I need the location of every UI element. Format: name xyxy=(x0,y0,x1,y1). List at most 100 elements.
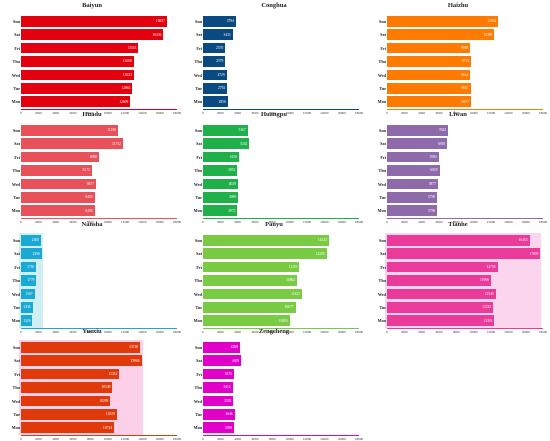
x-tick-label: 16000 xyxy=(155,329,164,334)
bar-tue xyxy=(203,409,235,420)
day-label: Sun xyxy=(195,238,202,243)
bar-fri xyxy=(21,151,99,163)
day-label: Tue xyxy=(13,412,20,417)
day-label: Mon xyxy=(377,318,386,324)
x-tick-label: 18000 xyxy=(538,110,548,115)
x-tick-label: 12000 xyxy=(120,329,130,334)
x-tick-label: 2000 xyxy=(216,436,224,441)
bar-wed xyxy=(21,69,134,81)
value-label: 10862 xyxy=(286,278,296,283)
bar-mon xyxy=(203,315,290,326)
day-label: Mon xyxy=(11,425,20,431)
panel-panyu: Panyu Sun 14523 Sat 14285 Fri 11119 Thu 10862 Wed… xyxy=(186,221,364,334)
bar-thu xyxy=(203,165,238,176)
bar-sat xyxy=(203,355,242,366)
value-label: 13543 xyxy=(127,46,137,50)
x-tick-label: 14000 xyxy=(504,110,513,115)
bar-tue xyxy=(21,302,33,313)
day-label: Wed xyxy=(193,291,202,297)
value-label: 3590 xyxy=(224,425,233,430)
bar-fri xyxy=(203,368,234,380)
day-label: Sat xyxy=(196,251,202,257)
bar-mon xyxy=(21,422,115,433)
panel-title: Yuexiu xyxy=(82,328,102,335)
value-label: 2792 xyxy=(218,86,226,91)
day-label: Thu xyxy=(378,278,386,284)
x-tick-label: 4000 xyxy=(234,436,242,441)
bar-sun xyxy=(203,16,236,27)
x-tick-label: 4000 xyxy=(234,110,242,115)
bar-sun xyxy=(387,16,499,27)
day-label: Sat xyxy=(14,358,20,364)
bar-sat xyxy=(387,248,541,259)
x-tick-label: 14000 xyxy=(504,219,513,224)
baseline xyxy=(21,108,177,110)
panel-title: Tianhe xyxy=(448,221,468,228)
x-tick-label: 12000 xyxy=(302,329,312,334)
value-label: 3646 xyxy=(225,412,233,417)
bar-sun xyxy=(21,16,167,27)
bar-thu xyxy=(21,275,37,286)
day-label: Tue xyxy=(379,305,386,310)
value-label: 16453 xyxy=(518,238,528,243)
x-tick-label: 12000 xyxy=(120,436,130,441)
x-tick-label: 14000 xyxy=(320,219,329,224)
day-label: Fri xyxy=(14,154,20,160)
day-label: Mon xyxy=(193,425,202,431)
value-label: 1326 xyxy=(23,318,31,323)
value-label: 4405 xyxy=(231,358,240,363)
x-tick-label: 0 xyxy=(20,329,22,334)
x-tick-label: 2000 xyxy=(400,219,408,224)
value-label: 14285 xyxy=(315,251,325,256)
bar-tue xyxy=(387,83,471,94)
day-label: Wed xyxy=(193,72,202,78)
day-label: Thu xyxy=(12,278,20,284)
bar-mon xyxy=(203,205,238,216)
x-tick-label: 4000 xyxy=(234,329,242,334)
bar-sun xyxy=(203,235,329,246)
day-label: Tue xyxy=(195,86,202,91)
x-tick-label: 6000 xyxy=(251,436,259,441)
value-label: 2856 xyxy=(218,99,226,104)
panel-title: Zengcheng xyxy=(258,328,290,335)
bar-sun xyxy=(21,342,141,353)
x-tick-label: 4000 xyxy=(418,110,426,115)
x-tick-label: 6000 xyxy=(251,110,259,115)
x-tick-label: 10000 xyxy=(285,110,294,115)
value-label: 10734 xyxy=(103,425,113,430)
bar-thu xyxy=(21,382,113,393)
x-tick-label: 0 xyxy=(386,219,388,224)
bar-wed xyxy=(387,178,438,190)
day-label: Sat xyxy=(14,141,20,147)
day-label: Sun xyxy=(379,128,386,133)
bar-sat xyxy=(387,138,448,149)
x-tick-label: 14000 xyxy=(138,110,147,115)
day-label: Sat xyxy=(14,251,20,257)
x-tick-label: 0 xyxy=(202,110,204,115)
bar-thu xyxy=(387,165,440,176)
value-label: 11029 xyxy=(105,412,115,417)
x-tick-label: 2000 xyxy=(400,110,408,115)
x-tick-label: 8000 xyxy=(86,436,94,441)
day-label: Tue xyxy=(13,195,20,200)
panel-title: Huadu xyxy=(82,111,102,118)
bar-sat xyxy=(21,248,42,259)
bar-tue xyxy=(21,83,133,94)
value-label: 14523 xyxy=(317,238,327,243)
day-label: Mon xyxy=(193,318,202,324)
x-tick-label: 6000 xyxy=(251,219,259,224)
day-label: Mon xyxy=(11,208,20,214)
day-label: Tue xyxy=(379,195,386,200)
bar-thu xyxy=(21,56,134,67)
day-label: Wed xyxy=(193,181,202,187)
value-label: 8172 xyxy=(82,168,90,173)
value-label: 16436 xyxy=(152,32,162,37)
x-tick-label: 4000 xyxy=(418,219,426,224)
value-label: 5877 xyxy=(428,181,436,186)
value-label: 4268 xyxy=(230,345,238,350)
bar-sun xyxy=(387,125,449,136)
panel-conghua: Conghua Sun 3794 Sat 3431 Fri 2570 Thu 2579 Wed 27… xyxy=(186,2,364,115)
day-label: Tue xyxy=(379,86,386,91)
bar-mon xyxy=(21,205,95,216)
x-tick-label: 18000 xyxy=(354,110,364,115)
